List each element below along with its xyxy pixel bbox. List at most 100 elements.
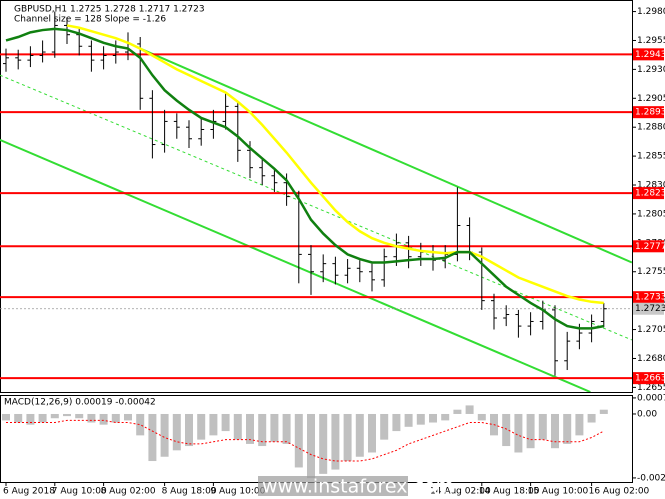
main-pane <box>0 0 633 393</box>
macd-bar <box>563 413 572 444</box>
level-label-bg <box>633 291 664 304</box>
macd-bar <box>75 413 84 419</box>
level-label: 1.2733 <box>635 293 665 303</box>
macd-bar <box>63 413 71 417</box>
symbol-line: GBPUSD,H1 1.2725 1.2728 1.2717 1.2723 <box>14 5 205 15</box>
level-label: 1.2777 <box>635 242 665 252</box>
macd-bar <box>148 413 157 462</box>
y-tick-label: 1.2830 <box>637 181 665 191</box>
channel-line <box>0 138 591 392</box>
y-tick-label: 1.2680 <box>637 354 665 364</box>
x-tick-label: 8 Aug 18:00 <box>162 487 217 497</box>
macd-bar <box>477 413 486 421</box>
y-tick-label: 1.2655 <box>637 383 665 393</box>
y-tick-label: 0.00075 <box>637 393 665 403</box>
y-tick-label: 1.2930 <box>637 65 665 75</box>
y-tick-label: 0.00 <box>637 409 657 419</box>
channel-line <box>139 47 632 264</box>
macd-bar <box>14 413 23 423</box>
moving-average <box>66 24 604 305</box>
price-label: 1.2723 <box>635 304 665 314</box>
macd-bar <box>307 413 315 479</box>
macd-bar <box>246 413 254 444</box>
macd-bar <box>502 413 511 447</box>
level-label: 1.2943 <box>635 50 665 60</box>
x-tick-label: 8 Aug 02:00 <box>101 487 156 497</box>
macd-bar <box>221 413 230 432</box>
macd-bar <box>514 413 523 453</box>
macd-bar <box>99 413 108 425</box>
channel-line <box>0 74 632 341</box>
macd-bar <box>233 413 242 440</box>
macd-bar <box>368 413 376 453</box>
y-tick-label: 1.2880 <box>637 123 665 133</box>
macd-bar <box>380 413 389 440</box>
macd-bar <box>526 413 535 449</box>
macd-bar <box>453 409 462 414</box>
macd-bar <box>197 413 206 440</box>
y-tick-label: 1.2705 <box>637 325 665 335</box>
macd-bar <box>185 413 193 447</box>
level-label: 1.2663 <box>635 374 665 384</box>
macd-bar <box>160 413 169 457</box>
watermark: www.instaforex.com <box>262 476 454 498</box>
macd-bar <box>343 413 352 462</box>
macd-bar <box>392 413 401 432</box>
macd-bar <box>172 413 181 451</box>
y-tick-label: -0.00299 <box>637 473 665 483</box>
y-tick-label: 1.2855 <box>637 152 665 162</box>
macd-bar <box>429 413 437 423</box>
macd-bar <box>551 413 559 449</box>
macd-bar <box>50 413 59 419</box>
macd-bar <box>209 413 218 436</box>
macd-bar <box>538 413 547 440</box>
macd-bar <box>331 413 340 470</box>
x-tick-label: 16 Aug 02:00 <box>589 487 650 497</box>
channel-line: Channel size = 128 Slope = -1.26 <box>14 15 166 25</box>
level-label-bg <box>633 106 664 119</box>
macd-title: MACD(12,26,9) 0.00019 -0.00042 <box>4 398 156 408</box>
x-tick-label: 7 Aug 10:00 <box>52 487 107 497</box>
y-tick-label: 1.2955 <box>637 36 665 46</box>
macd-bar <box>599 409 608 414</box>
macd-bar <box>38 413 47 423</box>
moving-average <box>5 27 605 330</box>
macd-bar <box>270 413 279 442</box>
x-tick-label: 15 Aug 10:00 <box>528 487 589 497</box>
macd-bar <box>575 413 584 436</box>
macd-pane <box>0 395 633 483</box>
level-label-bg <box>633 48 664 61</box>
level-label: 1.2893 <box>635 108 665 118</box>
macd-bar <box>2 413 10 421</box>
level-label-bg <box>633 372 664 385</box>
y-tick-label: 1.2805 <box>637 209 665 219</box>
macd-bar <box>258 413 267 447</box>
macd-bar <box>441 413 450 421</box>
macd-bar <box>294 413 303 468</box>
level-label-bg <box>633 240 664 253</box>
watermark-bg <box>258 476 408 496</box>
macd-bar <box>416 413 425 425</box>
macd-bar <box>404 413 413 427</box>
macd-bar <box>319 413 328 474</box>
level-label-bg <box>633 187 664 200</box>
y-tick-label: 1.2755 <box>637 267 665 277</box>
macd-bar <box>87 413 96 423</box>
macd-bar <box>355 413 364 457</box>
macd-bar <box>124 413 132 421</box>
price-label-bg <box>633 302 664 315</box>
macd-bar <box>465 405 474 414</box>
x-tick-label: 9 Aug 10:00 <box>210 487 265 497</box>
x-tick-label: 14 Aug 02:00 <box>430 487 491 497</box>
y-tick-label: 1.2980 <box>637 7 665 17</box>
macd-bar <box>587 413 596 423</box>
x-tick-label: 6 Aug 2018 <box>3 487 55 497</box>
level-label: 1.2823 <box>635 189 665 199</box>
y-tick-label: 1.2905 <box>637 94 665 104</box>
x-tick-label: 14 Aug 18:00 <box>479 487 540 497</box>
macd-bar <box>111 413 120 423</box>
macd-bar <box>282 413 291 444</box>
macd-bar <box>136 413 145 436</box>
macd-bar <box>26 413 35 425</box>
